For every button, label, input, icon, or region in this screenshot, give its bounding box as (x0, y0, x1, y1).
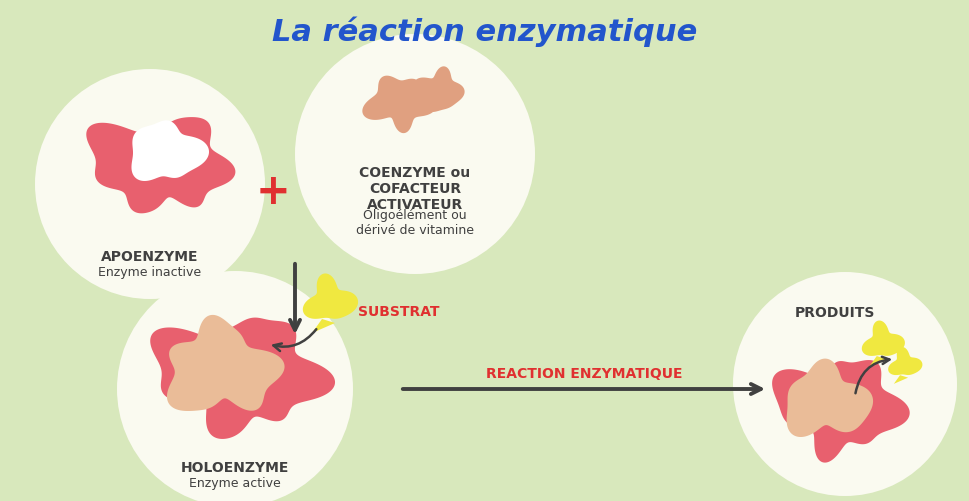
Text: HOLOENZYME: HOLOENZYME (180, 460, 289, 474)
Text: +: + (256, 171, 290, 212)
Polygon shape (868, 356, 886, 367)
Polygon shape (132, 121, 208, 182)
Polygon shape (312, 319, 334, 333)
Text: REACTION ENZYMATIQUE: REACTION ENZYMATIQUE (485, 366, 681, 380)
Text: La réaction enzymatique: La réaction enzymatique (272, 17, 697, 47)
Text: COFACTEUR: COFACTEUR (368, 182, 460, 195)
Text: Enzyme inactive: Enzyme inactive (98, 266, 202, 279)
Polygon shape (362, 77, 436, 134)
Circle shape (733, 273, 956, 496)
Polygon shape (892, 375, 907, 384)
Polygon shape (150, 318, 334, 439)
Polygon shape (302, 274, 358, 319)
Circle shape (35, 70, 265, 300)
Polygon shape (86, 118, 235, 214)
Circle shape (295, 35, 535, 275)
Text: Oligoélément ou
dérivé de vitamine: Oligoélément ou dérivé de vitamine (356, 208, 474, 236)
Polygon shape (888, 347, 922, 375)
Circle shape (117, 272, 353, 501)
Polygon shape (167, 315, 284, 411)
Text: ACTIVATEUR: ACTIVATEUR (366, 197, 462, 211)
Polygon shape (860, 321, 904, 356)
Polygon shape (786, 359, 872, 437)
Text: COENZYME ou: COENZYME ou (359, 166, 470, 180)
Text: SUBSTRAT: SUBSTRAT (358, 305, 439, 318)
Polygon shape (771, 360, 909, 463)
Polygon shape (414, 67, 464, 113)
Text: PRODUITS: PRODUITS (794, 306, 874, 319)
Text: Enzyme active: Enzyme active (189, 476, 281, 489)
Text: APOENZYME: APOENZYME (101, 249, 199, 264)
